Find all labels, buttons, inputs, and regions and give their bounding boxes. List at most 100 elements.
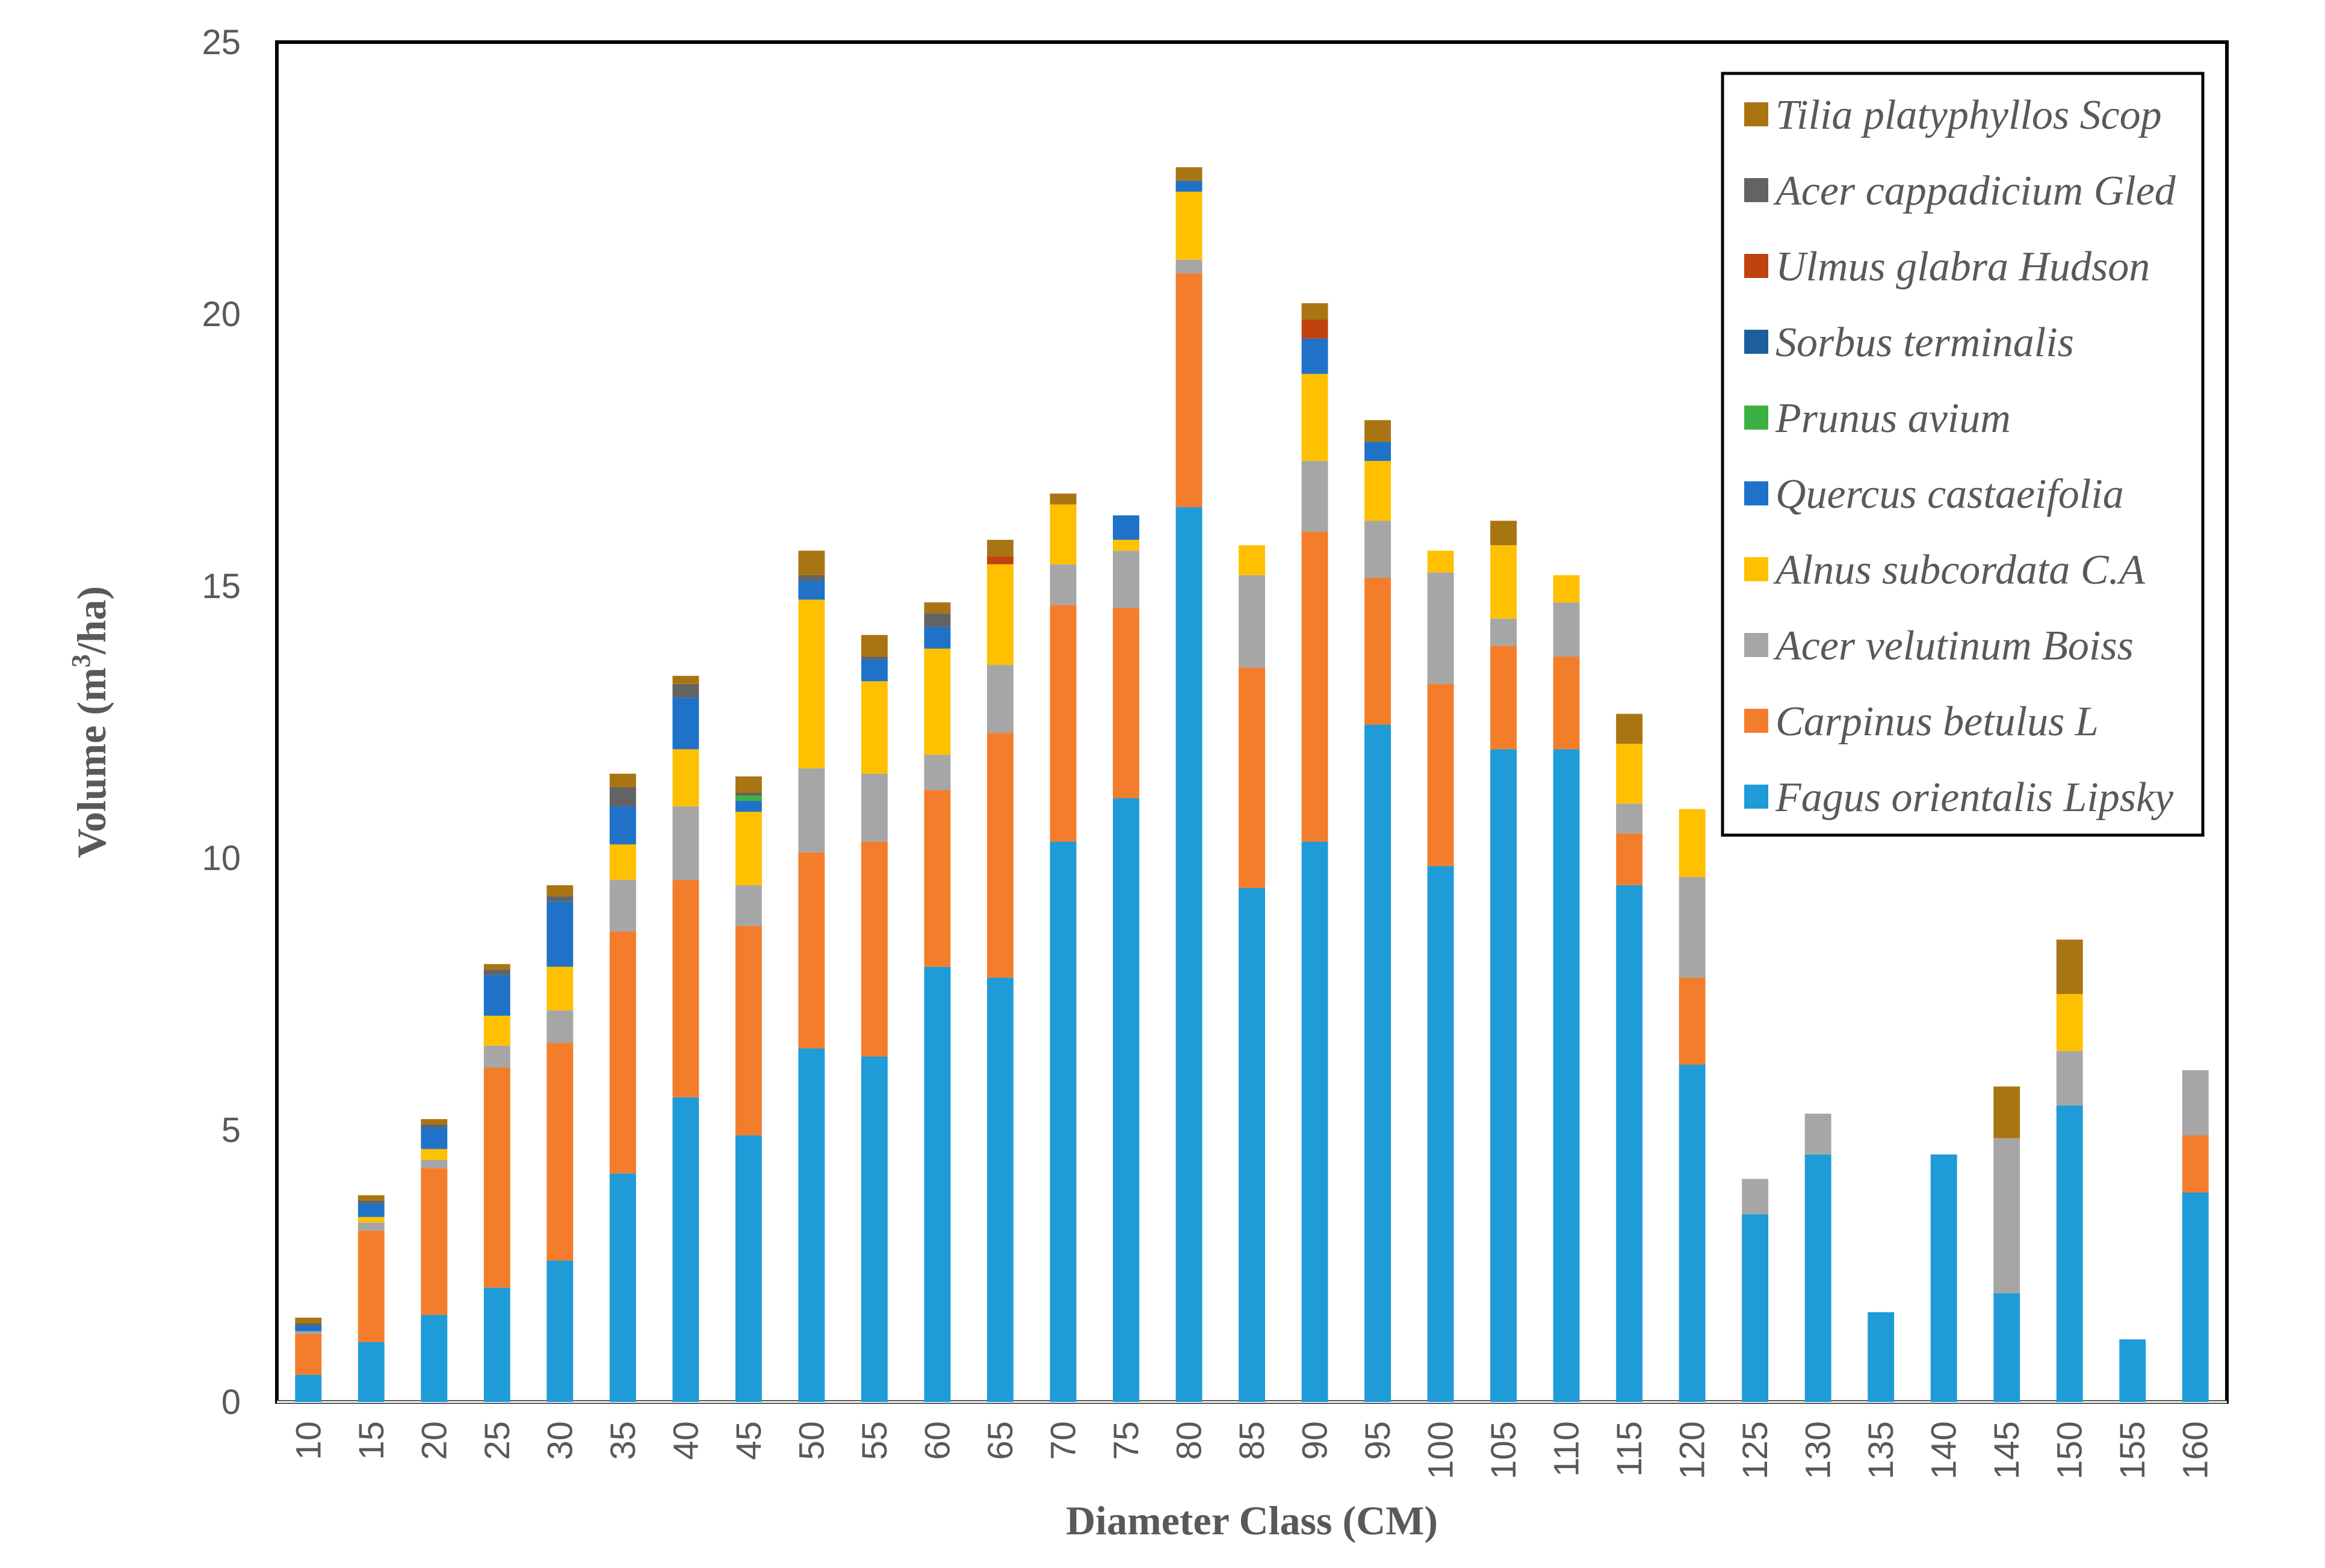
bar-segment: [1175, 191, 1203, 260]
bar-segment: [1050, 493, 1077, 505]
bar-segment: [1742, 1179, 1769, 1215]
bar-segment: [798, 580, 825, 600]
bar-segment: [735, 801, 762, 812]
bar-segment: [2182, 1070, 2209, 1136]
bar-segment: [483, 975, 510, 1016]
x-tick-label: 90: [1296, 1421, 1335, 1460]
bar-segment: [1427, 684, 1454, 866]
bar-segment: [1490, 545, 1517, 619]
bar-segment: [1364, 442, 1391, 461]
bar-segment: [986, 977, 1014, 1402]
bar-segment: [1804, 1154, 1831, 1402]
bar-segment: [2182, 1192, 2209, 1402]
bar-segment: [609, 1173, 636, 1402]
bar-segment: [295, 1326, 322, 1332]
legend: Tilia platyphyllos Scop Acer cappadicium …: [1721, 72, 2205, 837]
bar-segment: [1113, 515, 1139, 540]
bar-segment: [986, 733, 1014, 978]
bar-segment: [1490, 646, 1517, 750]
bar-segment: [1301, 841, 1328, 1402]
legend-label: Acer cappadicium Gled: [1773, 168, 2176, 214]
bar-segment: [483, 969, 510, 975]
bar-segment: [358, 1217, 385, 1223]
x-tick-label: 95: [1358, 1421, 1398, 1460]
bar-segment: [861, 635, 888, 657]
y-axis-title-superscript: 3: [66, 654, 96, 667]
bar-segment: [1553, 575, 1580, 603]
bar-segment: [483, 1045, 510, 1068]
bar-segment: [1553, 602, 1580, 657]
x-tick-label: 60: [918, 1421, 957, 1460]
bar-segment: [1050, 564, 1077, 605]
bar-segment: [609, 806, 636, 845]
bar-segment: [1553, 656, 1580, 750]
y-tick-label: 5: [221, 1111, 241, 1150]
bar-segment: [1175, 507, 1203, 1403]
bar-segment: [1490, 520, 1517, 546]
bar-segment: [1679, 977, 1706, 1065]
bar-segment: [986, 540, 1014, 557]
bar-segment: [735, 795, 762, 801]
bar-segment: [609, 844, 636, 880]
bar-segment: [798, 768, 825, 853]
bar-segment: [1930, 1154, 1957, 1402]
x-tick-label: 120: [1673, 1421, 1712, 1480]
bar-segment: [672, 676, 699, 684]
bar-segment: [1993, 1293, 2020, 1402]
bar-segment: [1301, 461, 1328, 532]
bar-segment: [924, 966, 951, 1402]
bar-segment: [672, 749, 699, 807]
bar-segment: [546, 966, 574, 1011]
bar-segment: [2182, 1135, 2209, 1193]
bar-segment: [421, 1168, 448, 1315]
y-tick-label: 10: [202, 839, 241, 878]
legend-swatch: [1744, 406, 1768, 430]
legend-label: Ulmus glabra Hudson: [1775, 244, 2150, 290]
bar-segment: [546, 901, 574, 967]
bar-segment: [798, 599, 825, 768]
legend-swatch: [1744, 178, 1768, 202]
bar-segment: [1175, 259, 1203, 274]
bar-segment: [1050, 841, 1077, 1402]
bar-segment: [1742, 1214, 1769, 1402]
x-tick-label: 75: [1107, 1421, 1146, 1460]
bar-segment: [546, 1260, 574, 1402]
bar-segment: [1113, 551, 1139, 608]
bar-segment: [1050, 605, 1077, 842]
x-tick-label: 85: [1233, 1421, 1272, 1460]
bar-segment: [672, 880, 699, 1097]
bar-segment: [735, 1135, 762, 1402]
bar-segment: [546, 1010, 574, 1043]
bar-segment: [1679, 877, 1706, 978]
bar-segment: [1427, 572, 1454, 684]
bar-segment: [672, 806, 699, 880]
y-tick-label: 15: [202, 567, 241, 606]
bar-segment: [1679, 809, 1706, 877]
x-tick-label: 155: [2113, 1421, 2152, 1480]
bar-segment: [1301, 531, 1328, 842]
bar-segment: [1175, 167, 1203, 181]
bar-segment: [798, 551, 825, 575]
x-tick-label: 65: [981, 1421, 1020, 1460]
bar-segment: [421, 1149, 448, 1160]
x-tick-label: 50: [792, 1421, 831, 1460]
x-tick-label: 150: [2051, 1421, 2090, 1480]
bar-segment: [1553, 749, 1580, 1402]
legend-swatch: [1744, 785, 1768, 809]
legend-label: Carpinus betulus L: [1775, 699, 2099, 745]
y-axis-ticks: 0 5 10 15 20 25: [202, 23, 241, 1422]
x-tick-label: 30: [540, 1421, 580, 1460]
bar-segment: [295, 1331, 322, 1334]
y-axis-title-main: Volume (m: [69, 667, 114, 858]
x-axis-title: Diameter Class (CM): [1066, 1498, 1438, 1543]
legend-swatch: [1744, 481, 1768, 505]
bar-segment: [1301, 374, 1328, 461]
bar-segment: [1616, 744, 1643, 804]
bar-segment: [924, 790, 951, 967]
bar-segment: [358, 1195, 385, 1201]
bar-segment: [546, 1043, 574, 1261]
bar-segment: [798, 575, 825, 581]
x-tick-label: 145: [1987, 1421, 2026, 1480]
